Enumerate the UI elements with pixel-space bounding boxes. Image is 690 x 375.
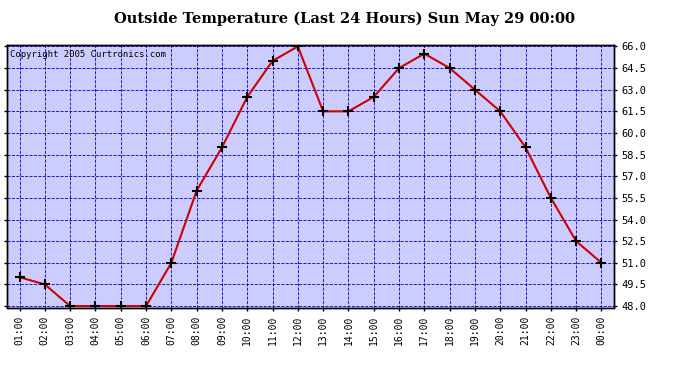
Text: Outside Temperature (Last 24 Hours) Sun May 29 00:00: Outside Temperature (Last 24 Hours) Sun … [115, 11, 575, 26]
Text: Copyright 2005 Curtronics.com: Copyright 2005 Curtronics.com [10, 50, 166, 59]
